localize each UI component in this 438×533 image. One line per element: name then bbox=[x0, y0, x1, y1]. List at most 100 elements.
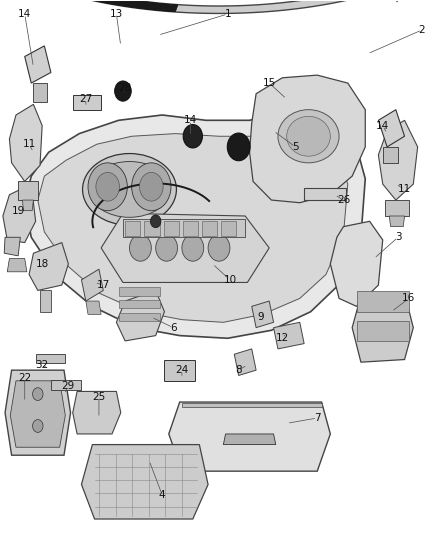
Text: 19: 19 bbox=[11, 206, 25, 216]
Polygon shape bbox=[40, 290, 51, 312]
Polygon shape bbox=[81, 269, 103, 301]
Text: 1: 1 bbox=[224, 9, 231, 19]
Polygon shape bbox=[29, 243, 68, 290]
Text: 14: 14 bbox=[376, 120, 389, 131]
Text: 13: 13 bbox=[110, 9, 123, 19]
Text: 7: 7 bbox=[314, 413, 321, 423]
Circle shape bbox=[227, 133, 250, 161]
Polygon shape bbox=[5, 370, 71, 455]
Text: 11: 11 bbox=[22, 139, 36, 149]
Text: 28: 28 bbox=[119, 83, 132, 93]
Text: 9: 9 bbox=[257, 312, 264, 322]
Bar bbox=[120, 313, 159, 321]
Polygon shape bbox=[386, 0, 438, 2]
Text: 14: 14 bbox=[18, 9, 32, 19]
Text: 5: 5 bbox=[292, 142, 299, 152]
Text: 4: 4 bbox=[159, 490, 166, 500]
Polygon shape bbox=[389, 216, 405, 227]
Circle shape bbox=[183, 125, 202, 148]
Text: 10: 10 bbox=[223, 275, 237, 285]
Polygon shape bbox=[25, 104, 365, 338]
Text: 18: 18 bbox=[35, 259, 49, 269]
Text: 22: 22 bbox=[18, 373, 32, 383]
Bar bbox=[120, 287, 159, 296]
Bar bbox=[36, 354, 65, 364]
Ellipse shape bbox=[89, 161, 170, 217]
Text: 25: 25 bbox=[92, 392, 106, 402]
Polygon shape bbox=[33, 83, 46, 102]
Polygon shape bbox=[0, 0, 438, 13]
Circle shape bbox=[132, 163, 171, 211]
Ellipse shape bbox=[82, 154, 177, 225]
Bar bbox=[357, 292, 409, 312]
Polygon shape bbox=[4, 0, 178, 12]
Text: 32: 32 bbox=[35, 360, 49, 370]
Polygon shape bbox=[234, 349, 256, 375]
Ellipse shape bbox=[287, 116, 330, 156]
Text: 16: 16 bbox=[402, 293, 416, 303]
Text: 6: 6 bbox=[170, 322, 177, 333]
Ellipse shape bbox=[278, 110, 339, 163]
Circle shape bbox=[32, 419, 43, 432]
Polygon shape bbox=[352, 293, 413, 362]
Polygon shape bbox=[164, 360, 195, 381]
Circle shape bbox=[88, 163, 127, 211]
Text: 2: 2 bbox=[419, 25, 425, 35]
Polygon shape bbox=[22, 200, 33, 211]
Polygon shape bbox=[10, 104, 42, 181]
Polygon shape bbox=[73, 391, 121, 434]
Polygon shape bbox=[274, 322, 304, 349]
Polygon shape bbox=[18, 181, 38, 200]
Text: 3: 3 bbox=[395, 232, 401, 243]
Circle shape bbox=[115, 81, 131, 101]
Text: 24: 24 bbox=[175, 365, 188, 375]
Polygon shape bbox=[378, 110, 405, 147]
Bar bbox=[202, 221, 217, 236]
Circle shape bbox=[96, 172, 120, 201]
Circle shape bbox=[155, 235, 177, 261]
Bar bbox=[123, 219, 245, 237]
Polygon shape bbox=[3, 184, 35, 243]
Polygon shape bbox=[81, 445, 208, 519]
Bar bbox=[304, 188, 346, 200]
Polygon shape bbox=[383, 147, 398, 163]
Polygon shape bbox=[117, 290, 164, 341]
Bar bbox=[163, 221, 179, 236]
Circle shape bbox=[208, 235, 230, 261]
Polygon shape bbox=[378, 120, 418, 200]
Circle shape bbox=[130, 235, 151, 261]
Polygon shape bbox=[250, 75, 365, 203]
Circle shape bbox=[32, 387, 43, 400]
Bar bbox=[120, 300, 159, 309]
Text: 12: 12 bbox=[276, 333, 289, 343]
Circle shape bbox=[150, 215, 161, 228]
Polygon shape bbox=[385, 200, 409, 216]
Bar bbox=[51, 380, 81, 390]
Text: 11: 11 bbox=[398, 184, 411, 195]
Text: 15: 15 bbox=[263, 78, 276, 88]
Polygon shape bbox=[11, 381, 65, 447]
Text: 26: 26 bbox=[337, 195, 350, 205]
Polygon shape bbox=[252, 301, 274, 328]
Polygon shape bbox=[4, 237, 20, 256]
Text: 29: 29 bbox=[62, 381, 75, 391]
Polygon shape bbox=[223, 434, 276, 445]
Polygon shape bbox=[101, 213, 269, 282]
Circle shape bbox=[140, 172, 163, 201]
Circle shape bbox=[182, 235, 204, 261]
Text: 27: 27 bbox=[79, 94, 92, 104]
Polygon shape bbox=[25, 46, 51, 83]
Polygon shape bbox=[7, 259, 27, 272]
Polygon shape bbox=[86, 301, 101, 314]
Bar bbox=[183, 221, 198, 236]
Bar bbox=[73, 95, 101, 110]
Bar bbox=[221, 221, 237, 236]
Polygon shape bbox=[38, 126, 348, 322]
Bar bbox=[182, 403, 321, 407]
Text: 14: 14 bbox=[184, 115, 197, 125]
Polygon shape bbox=[169, 402, 330, 471]
Polygon shape bbox=[330, 221, 383, 306]
Text: 17: 17 bbox=[97, 280, 110, 290]
Bar bbox=[145, 221, 159, 236]
Bar bbox=[125, 221, 141, 236]
